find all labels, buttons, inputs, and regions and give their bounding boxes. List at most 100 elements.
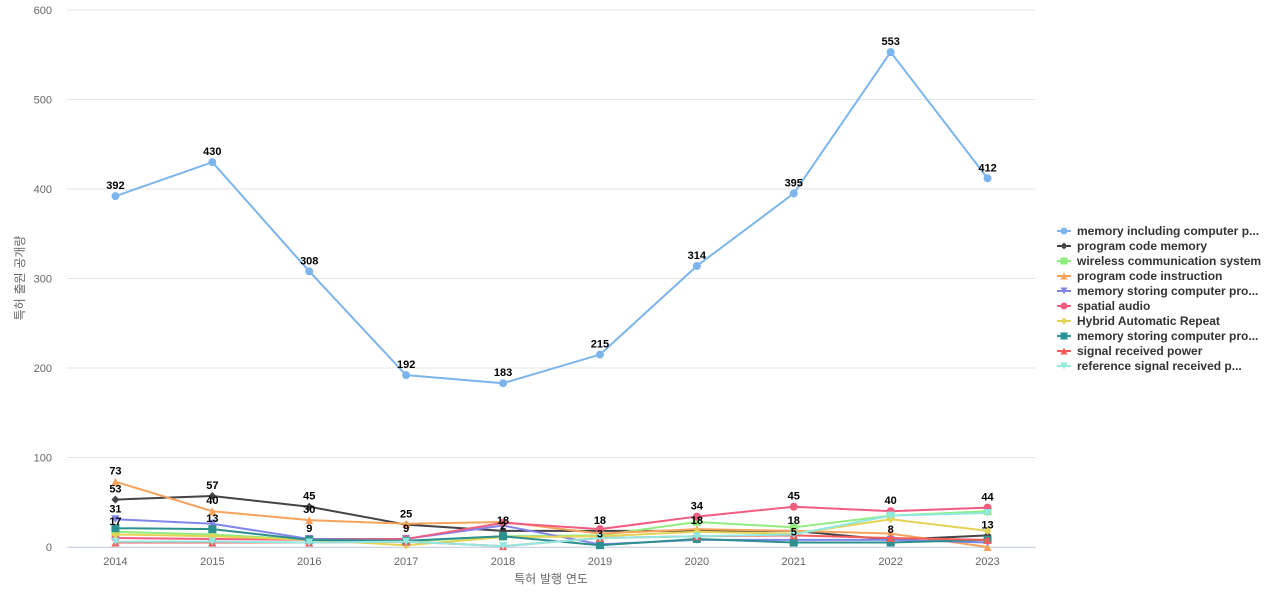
- legend-marker[interactable]: [1060, 272, 1068, 280]
- x-tick-label: 2022: [878, 556, 902, 568]
- legend-marker[interactable]: [1060, 257, 1068, 265]
- series-line[interactable]: [115, 494, 988, 541]
- data-point[interactable]: [789, 530, 798, 539]
- y-tick-label: 600: [34, 5, 52, 17]
- legend-marker[interactable]: [1060, 287, 1068, 295]
- legend-item[interactable]: wireless communication system: [1057, 254, 1261, 268]
- legend-item[interactable]: spatial audio: [1057, 299, 1150, 313]
- legend-marker[interactable]: [1060, 227, 1068, 235]
- data-point[interactable]: [983, 543, 992, 551]
- x-axis-title: 특허 발행 연도: [514, 571, 588, 586]
- data-point[interactable]: [595, 350, 604, 359]
- legend-item[interactable]: memory storing computer pro...: [1057, 329, 1258, 343]
- data-point[interactable]: [886, 538, 895, 547]
- data-point[interactable]: [499, 518, 508, 527]
- legend-item[interactable]: memory storing computer pro...: [1057, 284, 1258, 298]
- series-line[interactable]: [115, 511, 988, 548]
- data-label: 215: [591, 339, 609, 351]
- y-tick-label: 200: [34, 363, 52, 375]
- data-point[interactable]: [111, 515, 120, 524]
- data-point[interactable]: [305, 516, 314, 525]
- data-label: 53: [109, 484, 121, 496]
- data-point[interactable]: [692, 517, 701, 526]
- data-point[interactable]: [111, 495, 120, 504]
- legend-label: signal received power: [1077, 344, 1203, 358]
- legend-label: Hybrid Automatic Repeat: [1077, 314, 1220, 328]
- data-point[interactable]: [595, 525, 604, 534]
- legend-marker[interactable]: [1060, 317, 1068, 325]
- data-point[interactable]: [111, 192, 120, 201]
- legend-item[interactable]: program code instruction: [1057, 269, 1222, 283]
- data-point[interactable]: [789, 538, 798, 547]
- data-point[interactable]: [402, 537, 411, 546]
- data-label: 9: [403, 523, 409, 535]
- legend-item[interactable]: program code memory: [1057, 239, 1207, 253]
- legend-item[interactable]: Hybrid Automatic Repeat: [1057, 314, 1220, 328]
- y-axis-title: 특허 출원 공개량: [13, 236, 27, 321]
- data-point[interactable]: [499, 542, 508, 551]
- data-point[interactable]: [305, 538, 314, 547]
- data-point[interactable]: [111, 537, 120, 546]
- legend-marker[interactable]: [1060, 332, 1068, 340]
- series-9[interactable]: [111, 508, 992, 551]
- data-label: 395: [785, 177, 803, 189]
- data-point[interactable]: [499, 532, 508, 541]
- data-point[interactable]: [886, 511, 895, 520]
- data-point[interactable]: [402, 519, 411, 528]
- data-point[interactable]: [692, 512, 701, 521]
- series-line[interactable]: [115, 51, 989, 385]
- data-point[interactable]: [111, 524, 120, 533]
- data-point[interactable]: [692, 261, 701, 270]
- y-tick-label: 100: [34, 453, 52, 465]
- data-point[interactable]: [208, 507, 217, 516]
- data-point[interactable]: [886, 48, 895, 57]
- data-point[interactable]: [595, 534, 604, 543]
- series-line[interactable]: [115, 518, 988, 547]
- data-point[interactable]: [402, 371, 411, 380]
- legend-label: program code memory: [1077, 239, 1207, 253]
- x-axis-ticks: 2014 2015 2016 2017 2018 2019 2020 2021 2022 2023: [103, 556, 1000, 568]
- series-line[interactable]: [115, 480, 988, 548]
- data-point[interactable]: [208, 525, 217, 534]
- data-point[interactable]: [208, 537, 217, 546]
- data-point[interactable]: [499, 379, 508, 388]
- data-point[interactable]: [789, 189, 798, 198]
- data-point[interactable]: [305, 267, 314, 276]
- series-layer: [111, 48, 992, 551]
- legend-marker[interactable]: [1060, 362, 1068, 370]
- legend-label: memory storing computer pro...: [1077, 284, 1258, 298]
- data-point[interactable]: [886, 529, 895, 538]
- legend-item[interactable]: signal received power: [1057, 344, 1203, 358]
- legend-marker[interactable]: [1060, 347, 1068, 355]
- data-point[interactable]: [983, 174, 992, 183]
- legend-marker[interactable]: [1060, 302, 1068, 310]
- data-point[interactable]: [789, 502, 798, 511]
- data-label: 25: [400, 509, 412, 521]
- legend-marker[interactable]: [1060, 242, 1068, 250]
- data-label: 57: [206, 480, 218, 492]
- series-line[interactable]: [115, 505, 988, 541]
- data-point[interactable]: [983, 508, 992, 517]
- legend[interactable]: memory including computer p...program co…: [1057, 224, 1261, 373]
- data-point[interactable]: [595, 541, 604, 550]
- data-label: 31: [109, 503, 121, 515]
- data-point[interactable]: [983, 535, 992, 544]
- data-point[interactable]: [305, 502, 314, 511]
- data-label: 44: [981, 492, 994, 504]
- data-label: 13: [981, 519, 993, 531]
- data-label: 412: [978, 162, 996, 174]
- data-point[interactable]: [208, 158, 217, 167]
- series-0[interactable]: [111, 48, 992, 388]
- data-point[interactable]: [208, 519, 217, 528]
- data-point[interactable]: [692, 532, 701, 541]
- data-point[interactable]: [208, 491, 217, 500]
- legend-item[interactable]: memory including computer p...: [1057, 224, 1259, 238]
- data-point[interactable]: [983, 526, 992, 535]
- series-line[interactable]: [115, 518, 988, 546]
- data-point[interactable]: [886, 534, 895, 543]
- data-point[interactable]: [111, 477, 120, 486]
- series-line[interactable]: [115, 527, 988, 547]
- data-label: 183: [494, 367, 512, 379]
- legend-item[interactable]: reference signal received p...: [1057, 359, 1242, 373]
- data-point[interactable]: [111, 530, 120, 539]
